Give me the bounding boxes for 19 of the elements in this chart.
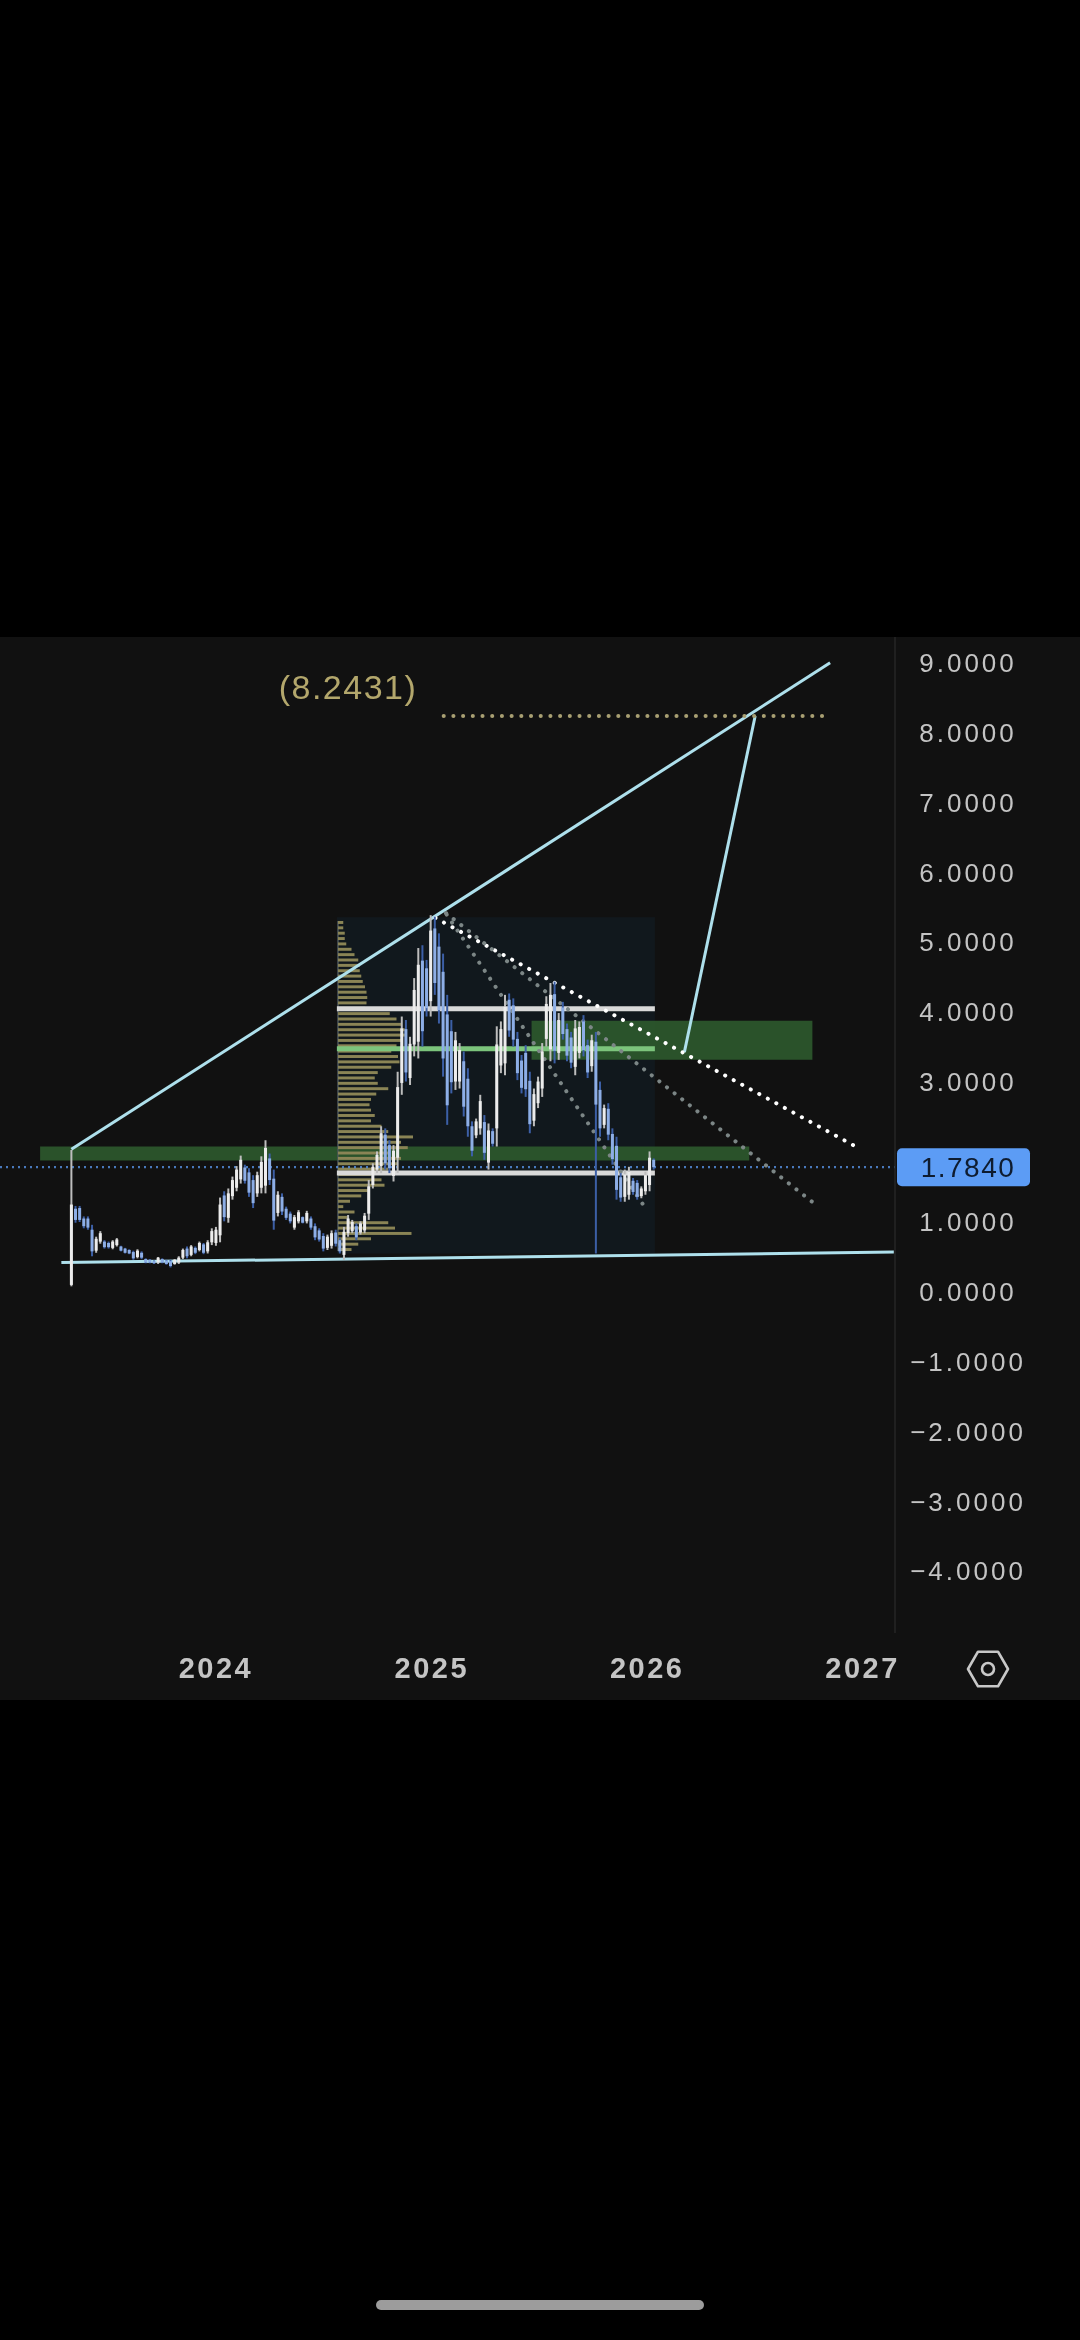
y-tick-label: 5.0000 bbox=[919, 927, 1017, 958]
y-tick-label: −4.0000 bbox=[910, 1556, 1026, 1587]
y-tick-label: 0.0000 bbox=[919, 1276, 1017, 1307]
y-tick-label: 1.0000 bbox=[919, 1207, 1017, 1238]
ref-line-label: 1.7840 bbox=[920, 1151, 1016, 1183]
y-tick-label: 6.0000 bbox=[919, 857, 1017, 888]
y-tick-label: −2.0000 bbox=[910, 1416, 1026, 1447]
x-tick-label: 2026 bbox=[609, 1652, 685, 1684]
y-tick-label: 7.0000 bbox=[919, 787, 1017, 818]
y-tick-label: −3.0000 bbox=[910, 1486, 1026, 1517]
x-tick-label: 2027 bbox=[825, 1652, 900, 1684]
y-tick-label: 4.0000 bbox=[919, 997, 1017, 1028]
y-tick-label: −1.0000 bbox=[910, 1346, 1026, 1377]
x-tick-label: 2024 bbox=[178, 1652, 254, 1684]
y-tick-label: 3.0000 bbox=[919, 1067, 1017, 1098]
x-tick-label: 2025 bbox=[394, 1652, 470, 1684]
y-tick-label: 9.0000 bbox=[919, 647, 1017, 678]
y-tick-label: 8.0000 bbox=[919, 717, 1017, 748]
annotation: (8.2431) bbox=[278, 668, 418, 706]
